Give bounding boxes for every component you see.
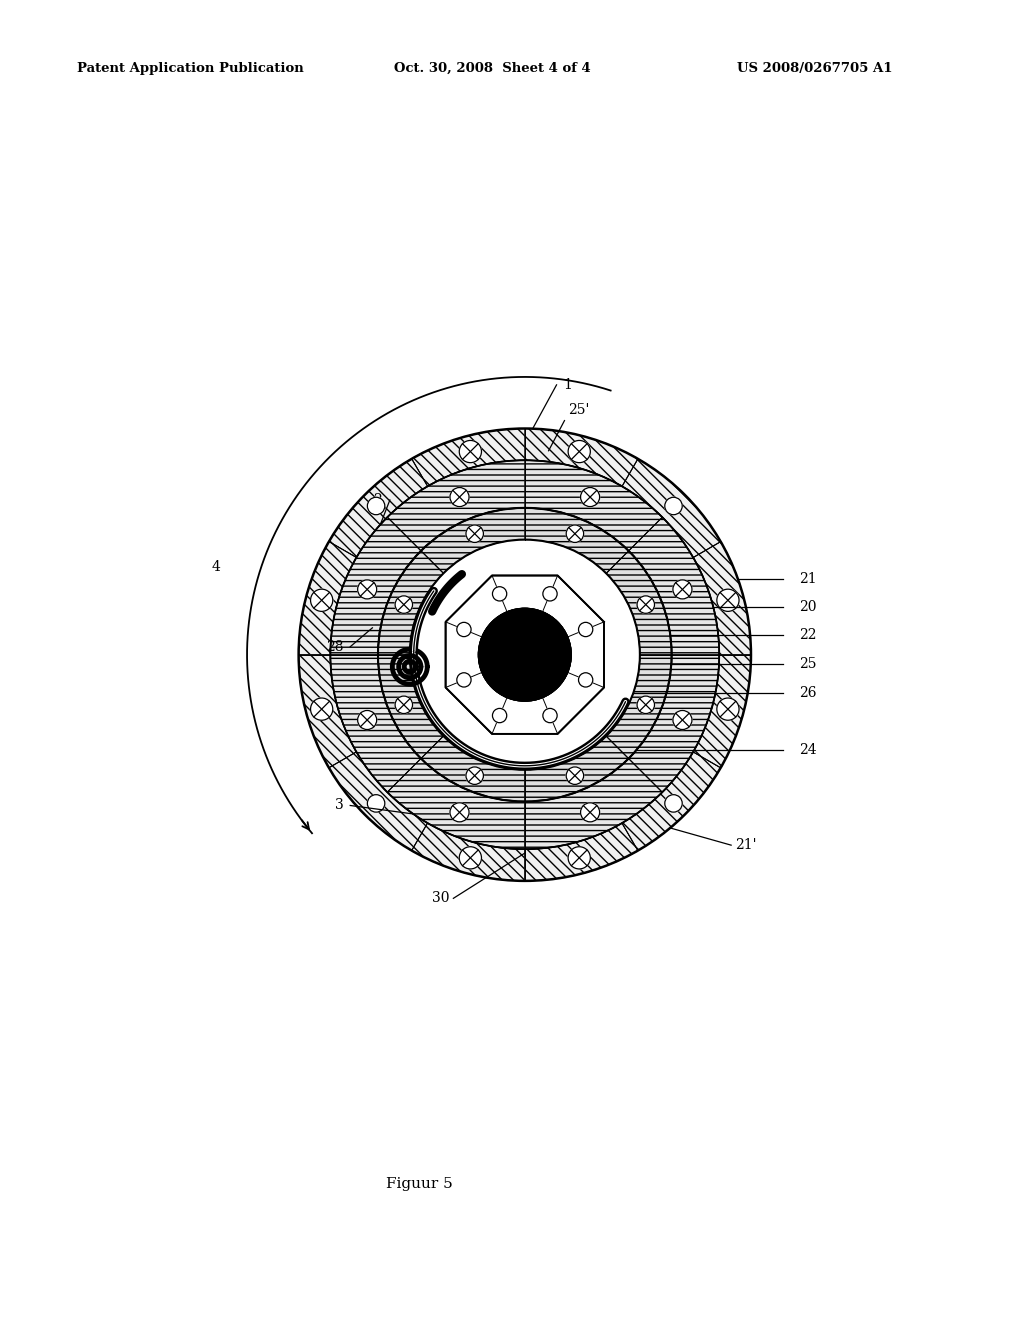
Wedge shape: [629, 655, 719, 792]
Circle shape: [566, 525, 584, 543]
Wedge shape: [331, 655, 421, 792]
Text: 25: 25: [799, 657, 816, 671]
Text: US 2008/0267705 A1: US 2008/0267705 A1: [737, 62, 893, 75]
Text: Patent Application Publication: Patent Application Publication: [77, 62, 303, 75]
Circle shape: [459, 846, 481, 869]
Wedge shape: [378, 655, 443, 759]
Text: 2: 2: [373, 492, 382, 507]
Circle shape: [665, 795, 682, 812]
Wedge shape: [387, 759, 524, 849]
Circle shape: [637, 696, 654, 714]
Wedge shape: [329, 752, 428, 850]
Circle shape: [493, 586, 507, 601]
Circle shape: [450, 803, 469, 822]
Wedge shape: [524, 824, 638, 880]
Circle shape: [479, 609, 570, 701]
Text: 26: 26: [799, 686, 816, 700]
Circle shape: [579, 622, 593, 636]
Text: Oct. 30, 2008  Sheet 4 of 4: Oct. 30, 2008 Sheet 4 of 4: [394, 62, 591, 75]
Wedge shape: [693, 655, 751, 768]
Circle shape: [395, 696, 413, 714]
Circle shape: [357, 710, 377, 730]
Text: 24: 24: [799, 743, 816, 756]
Wedge shape: [378, 550, 443, 655]
Wedge shape: [693, 541, 751, 655]
Circle shape: [665, 498, 682, 515]
Circle shape: [310, 698, 333, 721]
Text: 3: 3: [335, 799, 344, 813]
Circle shape: [581, 487, 600, 507]
Circle shape: [457, 673, 471, 686]
Wedge shape: [421, 737, 524, 801]
Circle shape: [579, 673, 593, 686]
Circle shape: [673, 579, 692, 599]
Wedge shape: [329, 459, 428, 557]
Wedge shape: [606, 550, 672, 655]
Wedge shape: [421, 508, 524, 573]
Text: 30: 30: [432, 891, 450, 906]
Circle shape: [479, 609, 570, 701]
Wedge shape: [412, 429, 524, 486]
Circle shape: [568, 441, 591, 463]
Circle shape: [466, 525, 483, 543]
Wedge shape: [622, 459, 721, 557]
Text: 21: 21: [799, 573, 816, 586]
Wedge shape: [524, 461, 663, 550]
Text: 4: 4: [211, 561, 220, 574]
Circle shape: [457, 622, 471, 636]
Wedge shape: [387, 461, 524, 550]
Circle shape: [466, 767, 483, 784]
Circle shape: [493, 709, 507, 722]
Circle shape: [368, 795, 385, 812]
Wedge shape: [524, 759, 663, 849]
Circle shape: [439, 569, 610, 741]
Circle shape: [717, 698, 739, 721]
Circle shape: [395, 595, 413, 614]
Circle shape: [459, 441, 481, 463]
Text: 28: 28: [327, 640, 344, 653]
Circle shape: [566, 767, 584, 784]
Circle shape: [568, 846, 591, 869]
Circle shape: [717, 589, 739, 611]
Circle shape: [581, 803, 600, 822]
Wedge shape: [412, 824, 524, 880]
Text: Figuur 5: Figuur 5: [386, 1177, 454, 1192]
Wedge shape: [331, 517, 421, 655]
Circle shape: [310, 589, 333, 611]
Wedge shape: [629, 517, 719, 655]
Circle shape: [368, 498, 385, 515]
Text: 22: 22: [799, 628, 816, 642]
Circle shape: [450, 487, 469, 507]
Circle shape: [357, 579, 377, 599]
Wedge shape: [606, 655, 672, 759]
Text: 1: 1: [563, 378, 571, 392]
Circle shape: [543, 586, 557, 601]
Wedge shape: [524, 737, 629, 801]
Wedge shape: [299, 541, 356, 655]
Wedge shape: [622, 752, 721, 850]
Wedge shape: [524, 508, 629, 573]
Wedge shape: [299, 655, 356, 768]
Text: 25': 25': [568, 403, 590, 417]
Text: 21': 21': [735, 838, 757, 853]
Text: 20: 20: [799, 601, 816, 614]
Circle shape: [637, 595, 654, 614]
Circle shape: [673, 710, 692, 730]
Circle shape: [543, 709, 557, 722]
Wedge shape: [524, 429, 638, 486]
